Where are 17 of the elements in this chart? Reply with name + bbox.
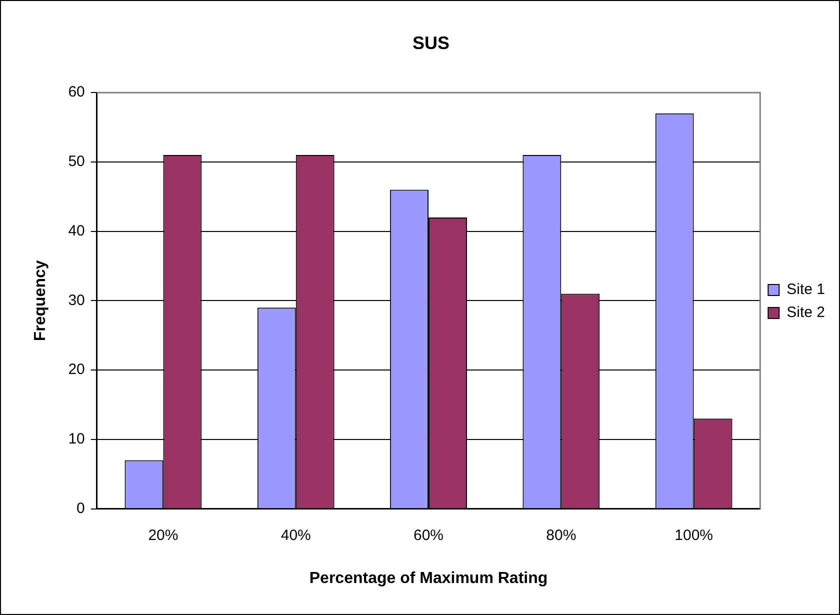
- x-tick-label: 80%: [546, 526, 576, 544]
- y-tick-label: 20: [68, 361, 85, 378]
- x-tick-label: 100%: [674, 526, 714, 544]
- y-tick-label: 50: [68, 153, 85, 170]
- y-tick-label: 60: [68, 84, 85, 101]
- chart-title: SUS: [412, 32, 450, 53]
- legend-label: Site 2: [786, 304, 825, 322]
- y-axis-title: Frequency: [32, 260, 50, 342]
- x-axis-title: Percentage of Maximum Rating: [309, 570, 548, 587]
- y-tick-label: 40: [68, 222, 85, 240]
- y-tick-label: 30: [68, 292, 85, 309]
- y-tick-label: 10: [68, 430, 85, 448]
- y-tick-label: 0: [76, 500, 85, 517]
- x-tick-label: 40%: [280, 526, 311, 544]
- x-tick-label: 20%: [148, 526, 178, 544]
- x-tick-label: 60%: [414, 526, 444, 544]
- legend-label: Site 1: [786, 281, 825, 298]
